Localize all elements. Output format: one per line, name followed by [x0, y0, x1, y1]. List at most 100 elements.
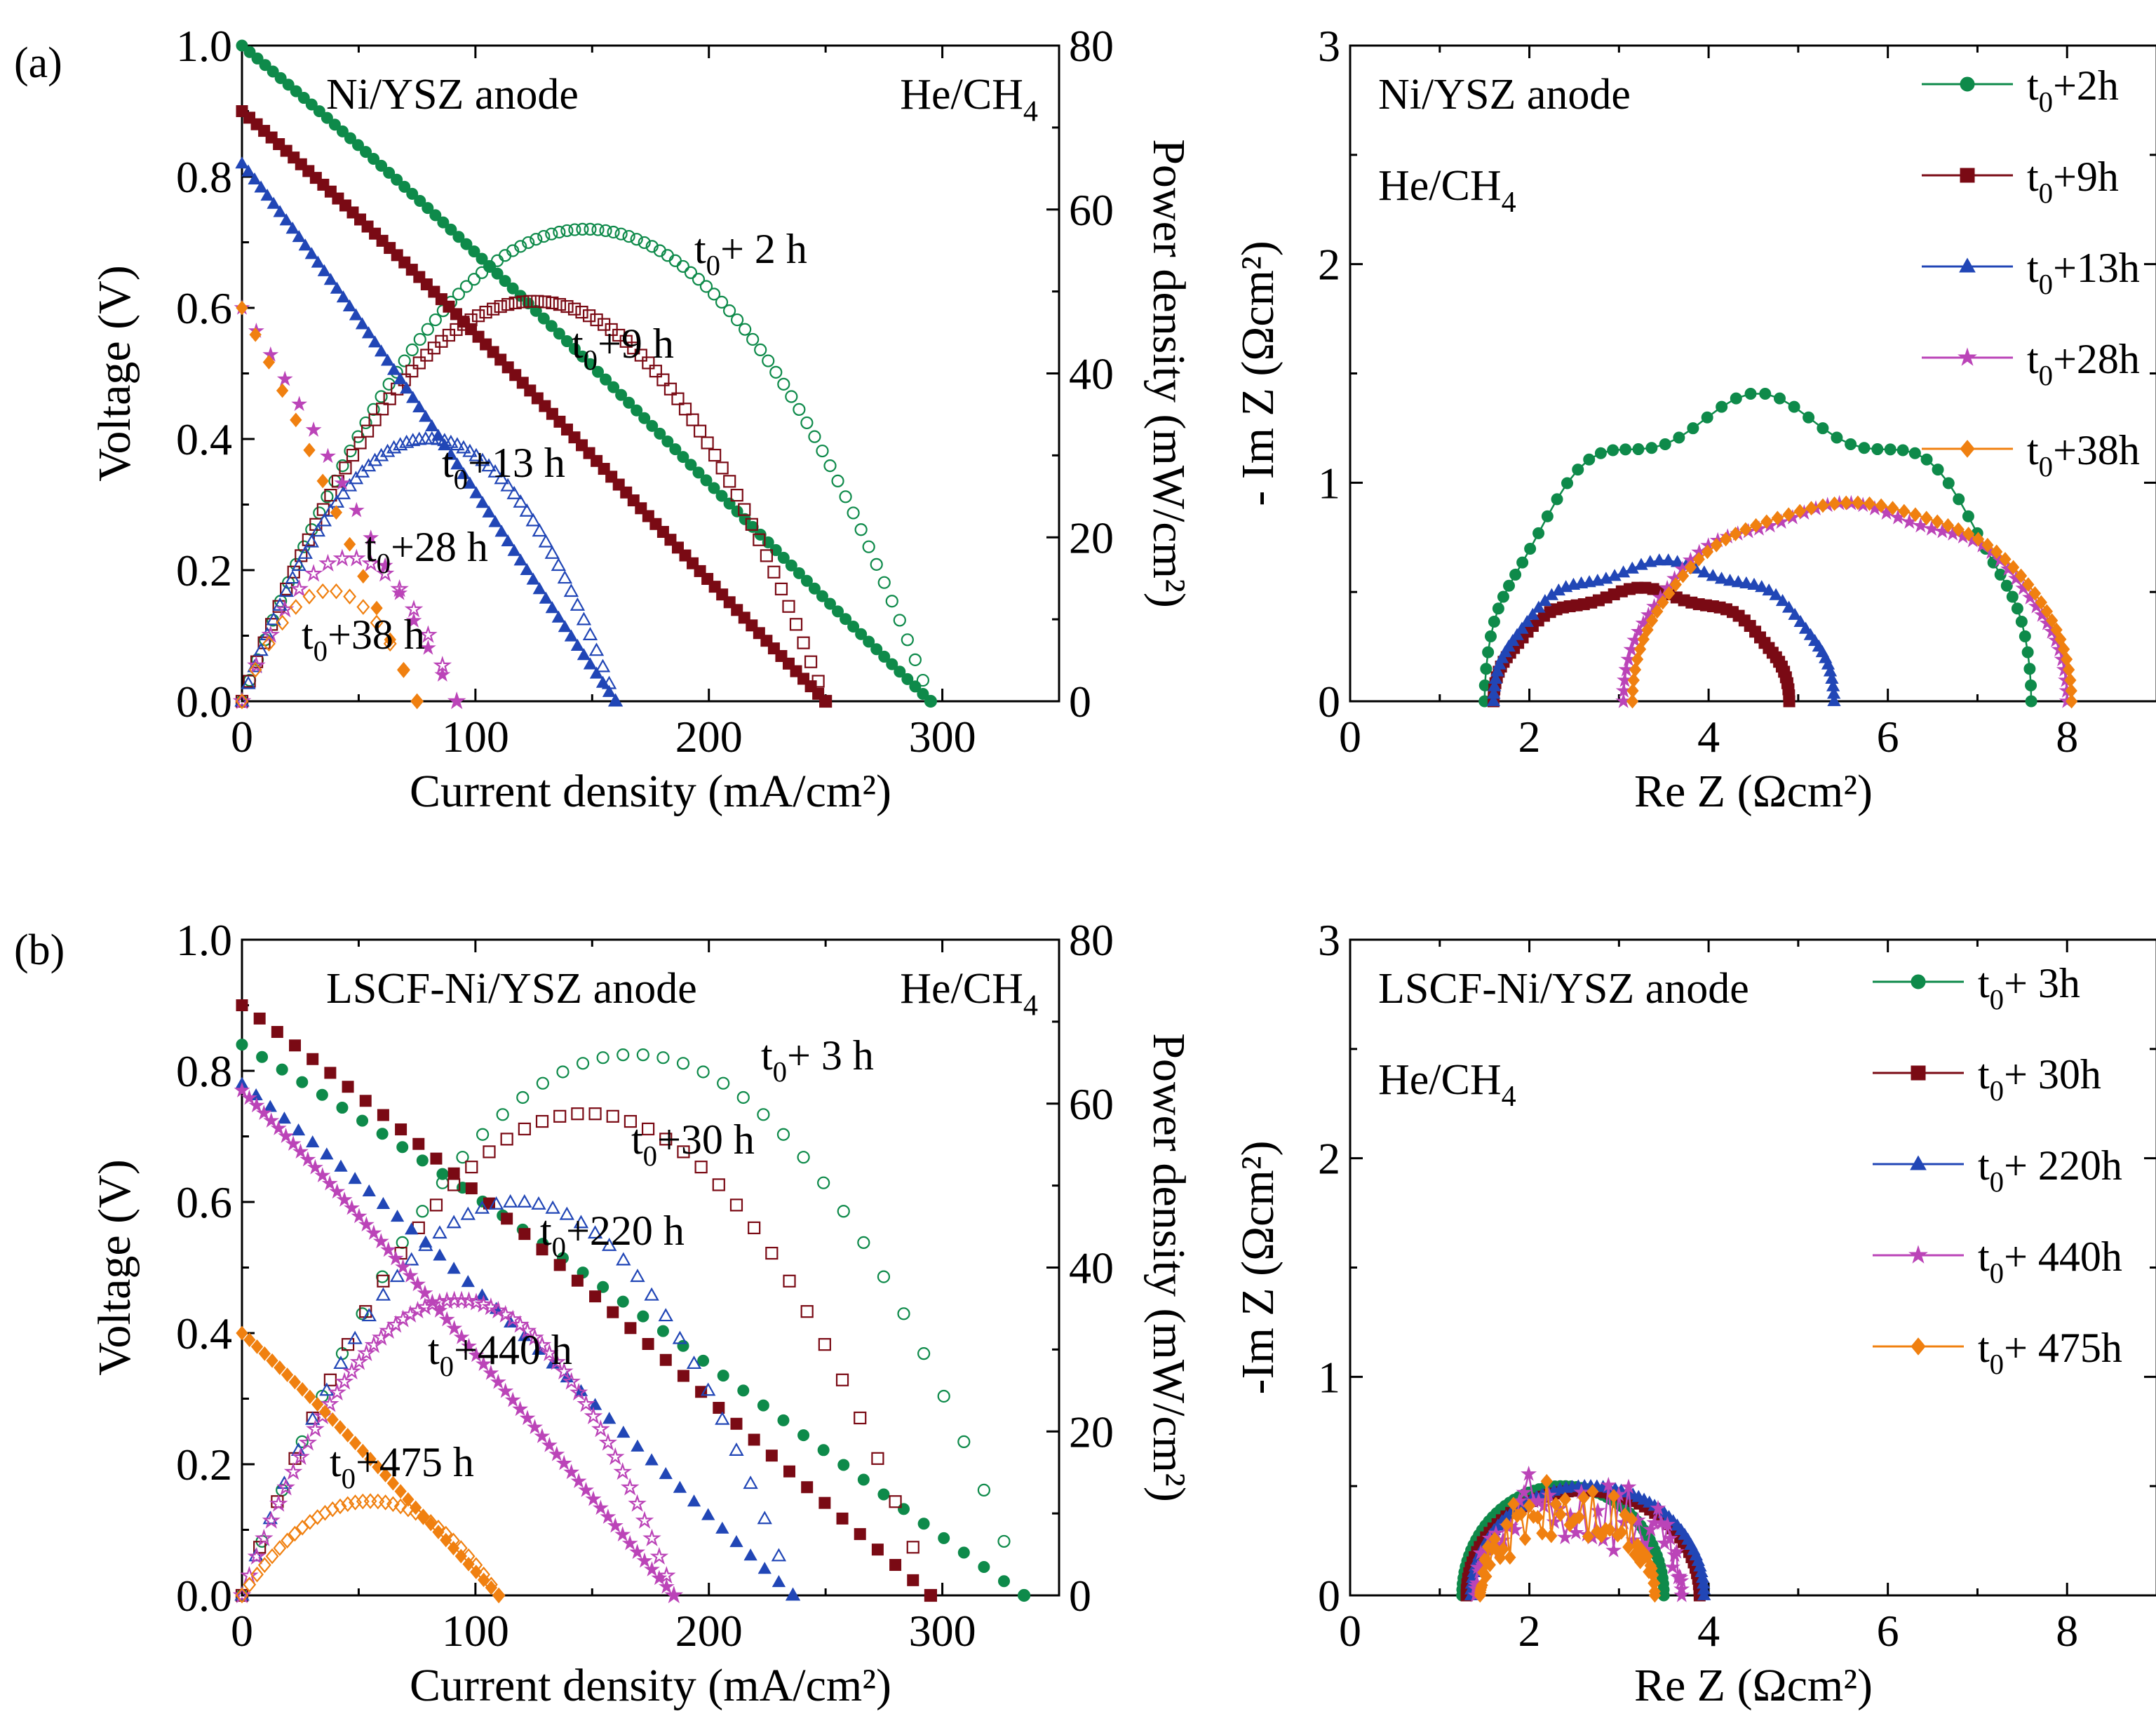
impedance-point: [1651, 604, 1664, 619]
impedance-point: [1594, 447, 1607, 459]
series-label-sub: 0: [773, 1056, 787, 1088]
voltage-point: [279, 213, 293, 226]
power-point: [576, 1057, 590, 1070]
power-point: [413, 332, 426, 346]
impedance-point: [1697, 565, 1711, 578]
y2-tick-label: 60: [1069, 185, 1114, 235]
voltage-point: [685, 459, 697, 471]
voltage-point: [365, 1224, 382, 1240]
power-point: [446, 1215, 461, 1229]
impedance-point: [1504, 1550, 1516, 1565]
x-tick-label: 6: [1877, 712, 1899, 762]
voltage-point: [978, 1560, 990, 1573]
legend-label-main: t: [1978, 1325, 1990, 1371]
voltage-point: [356, 1114, 369, 1127]
power-point: [452, 288, 466, 301]
voltage-point: [359, 1095, 372, 1107]
power-point: [481, 1297, 501, 1316]
power-point: [823, 459, 837, 473]
power-point: [484, 1576, 498, 1593]
power-point: [753, 533, 766, 546]
power-point: [420, 349, 433, 362]
voltage-point: [584, 358, 596, 370]
power-point: [456, 1151, 469, 1164]
voltage-point: [277, 1112, 292, 1124]
power-point: [247, 1546, 267, 1565]
power-point: [379, 1494, 393, 1511]
impedance-point: [1605, 1541, 1622, 1558]
power-point: [342, 1361, 361, 1380]
power-point: [375, 564, 395, 582]
voltage-point: [393, 372, 407, 384]
power-point: [590, 313, 603, 327]
voltage-point: [422, 202, 434, 215]
impedance-point: [1642, 1521, 1659, 1536]
voltage-point: [304, 1389, 316, 1405]
y-tick-label: 0.4: [176, 414, 232, 464]
power-point: [295, 549, 308, 562]
voltage-point: [360, 146, 372, 158]
power-point: [396, 1236, 409, 1250]
voltage-point: [398, 180, 411, 193]
power-point: [598, 1433, 618, 1451]
x-tick-label: 200: [675, 1606, 743, 1656]
impedance-point: [1631, 651, 1644, 667]
power-point: [557, 570, 573, 584]
power-point: [328, 1382, 346, 1401]
voltage-point: [296, 1381, 309, 1397]
voltage-point: [380, 1241, 397, 1257]
voltage-point: [713, 1402, 725, 1414]
y-tick-label: 0.6: [176, 283, 232, 333]
impedance-point: [1488, 671, 1503, 684]
power-point: [573, 1215, 589, 1229]
voltage-point: [651, 1569, 668, 1586]
power-point: [462, 443, 478, 457]
power-point: [897, 1307, 910, 1320]
voltage-point: [243, 46, 256, 58]
y-tick-label: 0: [1318, 677, 1340, 727]
power-point: [235, 1587, 249, 1604]
power-point: [627, 342, 640, 355]
power-point: [255, 1528, 274, 1547]
voltage-point: [777, 551, 790, 564]
voltage-point: [717, 1370, 729, 1382]
impedance-point: [1875, 498, 1887, 513]
voltage-point: [551, 610, 565, 623]
power-point: [754, 343, 767, 357]
power-point: [248, 661, 262, 678]
impedance-point: [1701, 411, 1713, 424]
series-label-sub: 0: [377, 548, 391, 579]
impedance-point: [1495, 651, 1509, 663]
voltage-point: [321, 112, 333, 124]
voltage-point: [241, 164, 255, 177]
annotation-anode: LSCF-Ni/YSZ anode: [1378, 965, 1749, 1013]
y2-tick-label: 60: [1069, 1079, 1114, 1129]
voltage-point: [234, 1082, 250, 1097]
power-point: [800, 416, 814, 430]
voltage-point: [800, 574, 813, 587]
power-point: [465, 1161, 478, 1174]
y-tick-label: 3: [1318, 21, 1340, 71]
voltage-point: [924, 1589, 937, 1602]
voltage-point: [677, 1339, 689, 1352]
power-point: [591, 223, 605, 236]
power-point: [356, 1307, 369, 1320]
voltage-point: [454, 1548, 467, 1564]
voltage-point: [700, 474, 713, 487]
x-tick-label: 2: [1518, 1606, 1541, 1656]
series-label-sub: 0: [454, 464, 468, 495]
x-tick-label: 300: [909, 1606, 976, 1656]
power-point: [250, 655, 264, 668]
power-point: [562, 1372, 581, 1390]
power-point: [885, 595, 898, 608]
power-point: [487, 302, 500, 316]
power-point: [877, 576, 891, 589]
series-label-sub: 0: [314, 635, 328, 667]
voltage-point: [600, 1508, 617, 1524]
impedance-point: [1747, 577, 1761, 590]
power-point: [644, 1287, 659, 1301]
voltage-point: [254, 180, 268, 193]
impedance-point: [1744, 387, 1757, 400]
power-point: [319, 1382, 335, 1396]
voltage-point: [377, 1109, 389, 1121]
